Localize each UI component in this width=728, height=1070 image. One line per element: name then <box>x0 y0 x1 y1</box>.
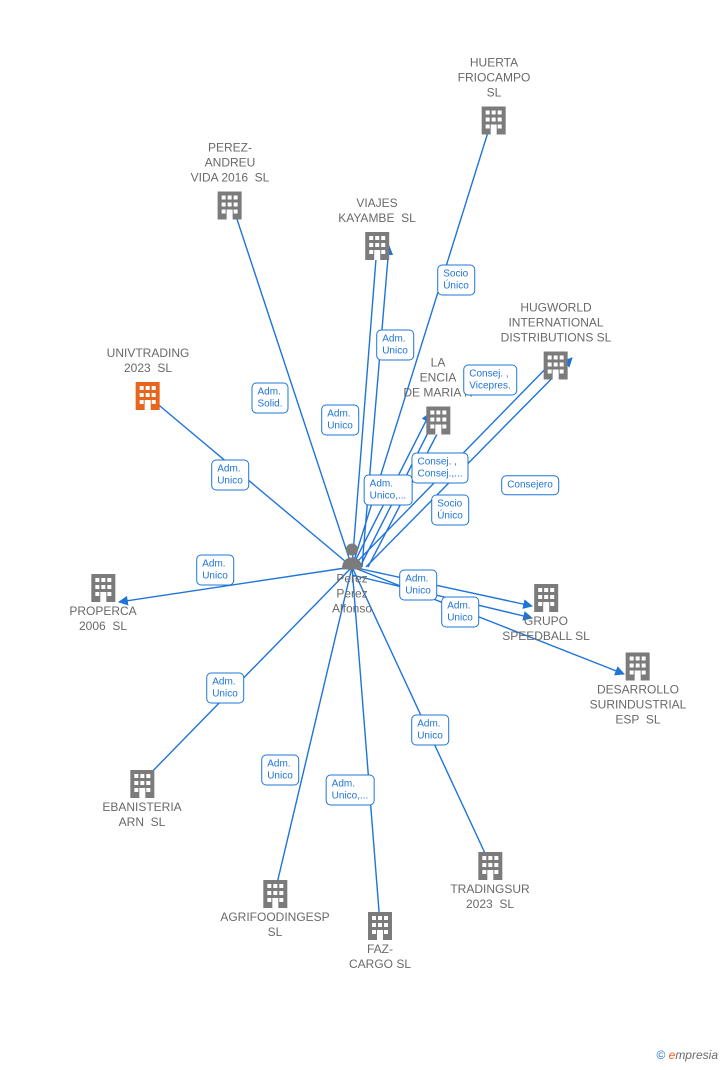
edge-label: Adm.Unico <box>399 570 437 601</box>
edge-label: Adm.Unico <box>441 597 479 628</box>
edge-label: Adm.Unico <box>321 405 359 436</box>
edge-label: SocioÚnico <box>437 265 475 296</box>
edge-label: Consej. ,Consej.,... <box>411 453 468 484</box>
copyright-symbol: © <box>656 1048 665 1062</box>
edge-label: Consejero <box>501 475 559 495</box>
edge-label: Adm.Unico <box>196 555 234 586</box>
brand-name: empresia <box>669 1048 718 1062</box>
edge-line <box>119 567 352 602</box>
edge-label: SocioÚnico <box>431 495 469 526</box>
copyright: © empresia <box>656 1048 718 1062</box>
edge-line <box>275 567 352 892</box>
edge-label: Adm.Unico,... <box>326 775 375 806</box>
edge-label: Adm.Unico,... <box>364 475 413 506</box>
edge-label: Adm.Unico <box>211 460 249 491</box>
edge-label: Adm.Unico <box>261 755 299 786</box>
edge-label: Adm.Solid. <box>251 383 288 414</box>
graph-canvas <box>0 0 728 1070</box>
edge-line <box>352 567 380 924</box>
edge-label: Adm.Unico <box>411 715 449 746</box>
edge-line <box>352 567 624 674</box>
edge-label: Adm.Unico <box>206 673 244 704</box>
edge-label: Adm.Unico <box>376 330 414 361</box>
edge-line <box>142 567 352 782</box>
edge-label: Consej. ,Vicepres. <box>463 365 517 396</box>
edge-line <box>230 198 352 567</box>
